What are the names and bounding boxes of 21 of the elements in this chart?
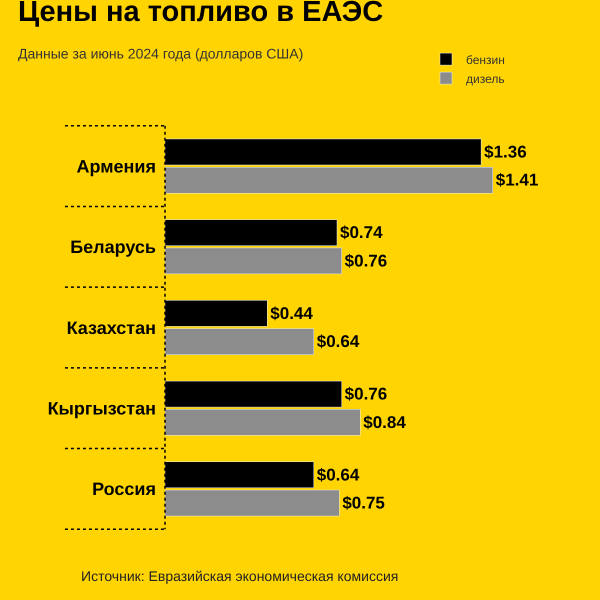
data-label: $0.44 [270, 304, 314, 323]
data-label: $0.64 [316, 332, 360, 352]
data-label: $1.36 [484, 142, 527, 162]
bar [165, 328, 314, 355]
chart-title: Цены на топливо в ЕАЭС [18, 0, 384, 28]
legend-label: дизель [466, 72, 505, 86]
y-tick-label: Казахстан [66, 318, 156, 338]
data-label: $0.74 [340, 223, 384, 242]
y-tick-label: Армения [76, 156, 156, 176]
data-label: $0.84 [363, 412, 406, 432]
y-tick-label: Беларусь [70, 237, 156, 258]
data-label: $0.64 [316, 465, 360, 484]
data-label: $1.41 [496, 170, 538, 190]
data-label: $0.76 [344, 251, 388, 270]
data-label: $0.76 [344, 384, 388, 404]
legend-label: бензин [466, 52, 505, 67]
data-label: $0.75 [342, 494, 385, 513]
y-tick-label: Кыргызстан [48, 398, 156, 418]
chart-subtitle: Данные за июнь 2024 года (долларов США) [18, 46, 304, 62]
y-tick-label: Россия [92, 479, 156, 500]
text: Источник: Евразийская экономическая комиссия [81, 568, 398, 584]
